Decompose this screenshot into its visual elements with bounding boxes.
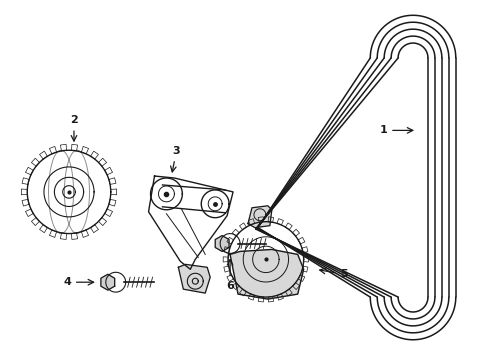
Text: 6: 6 — [225, 260, 234, 291]
Polygon shape — [230, 249, 303, 299]
Polygon shape — [215, 235, 228, 251]
Text: 2: 2 — [70, 116, 78, 141]
Text: 5: 5 — [319, 268, 347, 279]
Text: 3: 3 — [170, 146, 180, 172]
Polygon shape — [101, 274, 114, 290]
Polygon shape — [247, 206, 271, 228]
Polygon shape — [178, 264, 210, 293]
Text: 4: 4 — [63, 277, 94, 287]
Text: 1: 1 — [379, 125, 412, 135]
